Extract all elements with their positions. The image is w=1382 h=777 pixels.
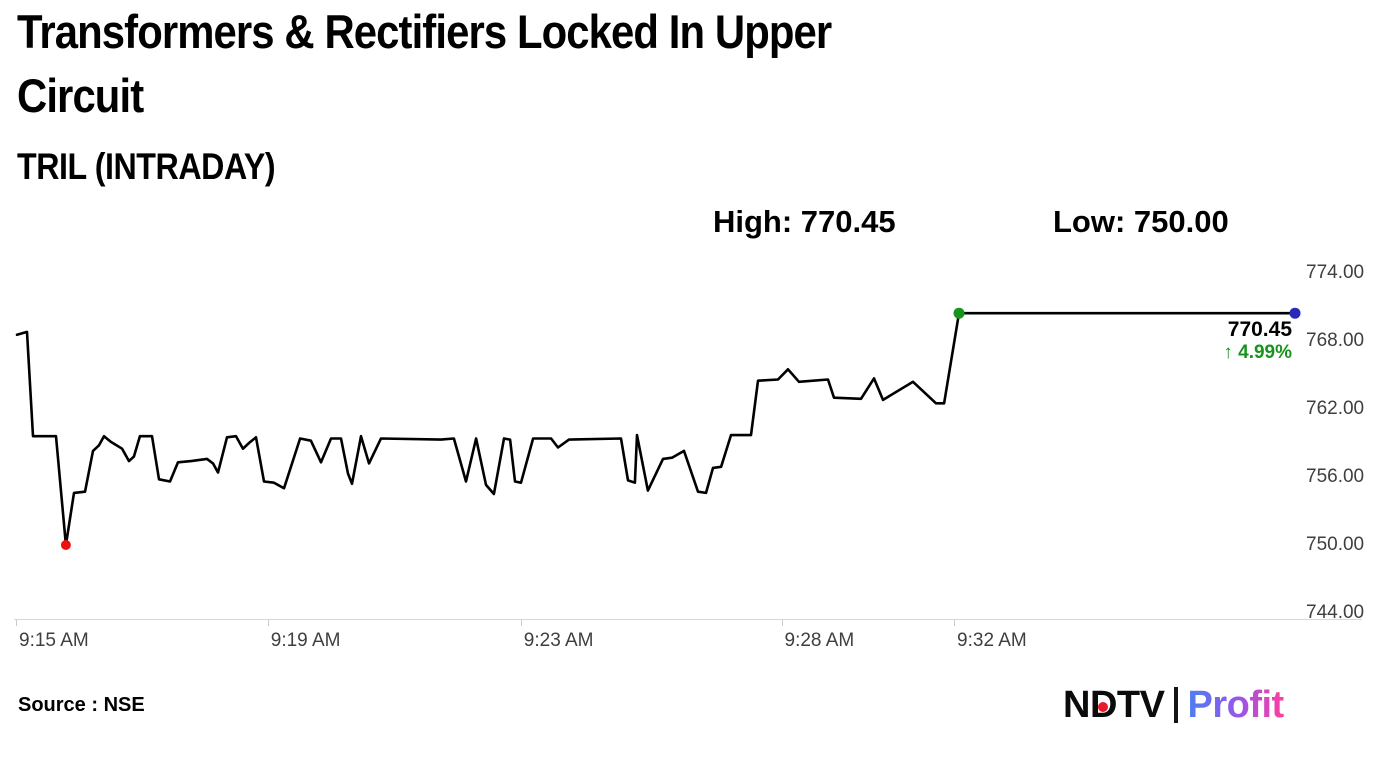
y-axis-tick-label: 756.00 (1306, 466, 1365, 487)
x-axis-tick-label: 9:19 AM (270, 630, 341, 651)
x-axis-tick (16, 620, 17, 626)
brand-letter: T (1116, 683, 1140, 726)
x-axis-tick-label: 9:32 AM (957, 630, 1027, 651)
x-axis-tick (520, 620, 522, 626)
x-axis-tick-label: 9:23 AM (523, 630, 594, 651)
upper-circuit-marker (953, 307, 965, 319)
high-stat: High: 770.45 (713, 204, 896, 239)
source-attribution: Source : NSE (18, 694, 145, 716)
ndtv-wordmark: NDTV (1063, 683, 1165, 727)
brand-letter: V (1139, 683, 1165, 726)
low-stat: Low: 750.00 (1053, 204, 1229, 239)
y-axis-tick-label: 774.00 (1306, 262, 1365, 283)
logo-separator-bar (1174, 687, 1179, 723)
headline-line1: Transformers & Rectifiers Locked In Uppe… (17, 5, 832, 58)
y-axis-tick-label: 762.00 (1306, 398, 1365, 419)
x-axis-tick (267, 620, 269, 626)
x-axis-tick (781, 620, 783, 626)
ndtv-profit-logo: NDTV Profit (1063, 684, 1284, 726)
x-axis-line (14, 619, 1362, 620)
y-axis-tick-label: 768.00 (1306, 330, 1365, 351)
brand-letter: N (1063, 683, 1090, 726)
brand-letter: D (1090, 684, 1117, 727)
profit-wordmark: Profit (1187, 683, 1284, 726)
brand-red-dot (1098, 701, 1109, 712)
price-series-line (15, 311, 1297, 547)
price-line-chart (15, 307, 1301, 550)
x-axis-tick-label: 9:28 AM (784, 630, 855, 651)
y-axis-tick-label: 744.00 (1306, 602, 1365, 623)
headline: Transformers & Rectifiers Locked In Uppe… (17, 0, 996, 128)
low-point-marker (60, 540, 71, 550)
ticker-label: TRIL (INTRADAY) (17, 146, 276, 187)
x-axis-tick-label: 9:15 AM (19, 630, 89, 651)
last-price-marker (1289, 307, 1301, 319)
y-axis-tick-label: 750.00 (1306, 534, 1365, 555)
change-percent-label: ↑ 4.99% (1223, 342, 1292, 363)
last-price-annotation: 770.45 ↑ 4.99% (1142, 319, 1292, 364)
headline-line2: Circuit (17, 69, 144, 122)
last-price-label: 770.45 (1227, 318, 1292, 341)
x-axis-tick (954, 620, 956, 626)
